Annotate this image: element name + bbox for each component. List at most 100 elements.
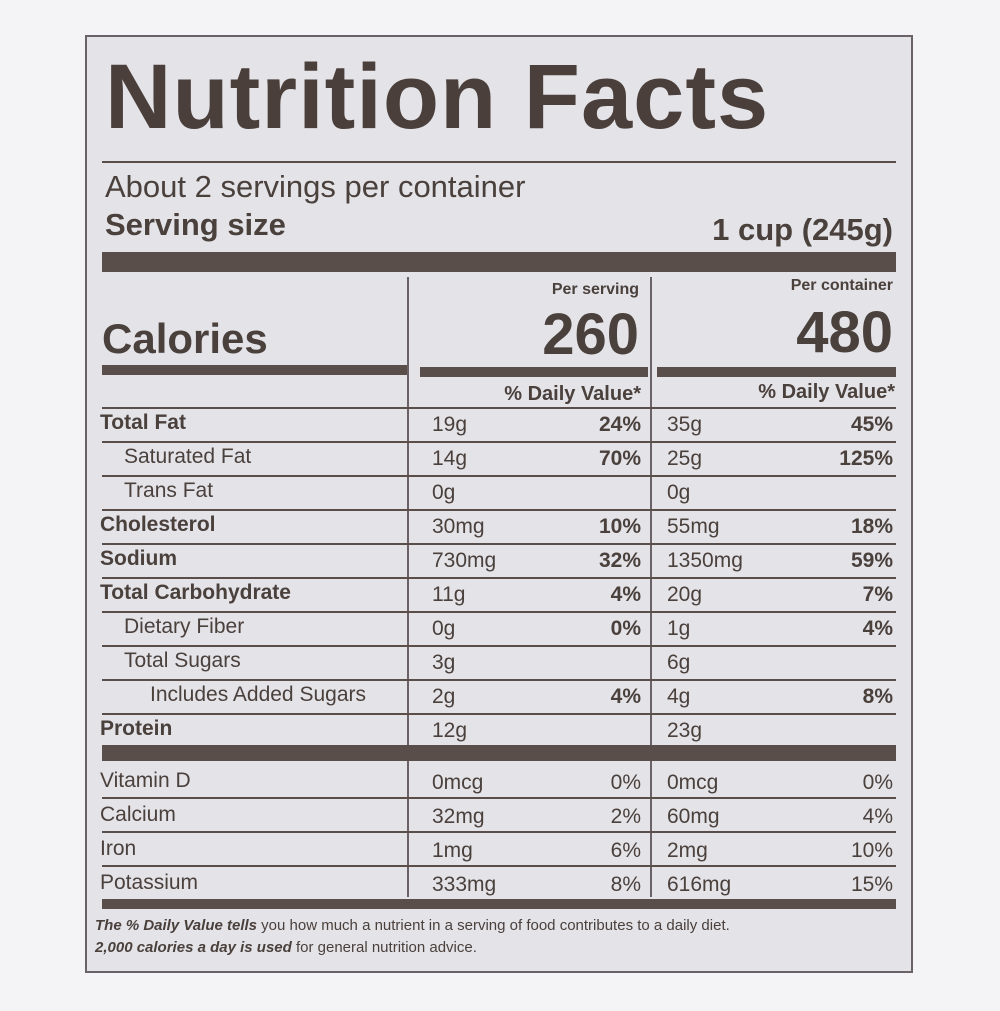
calories-per-serving: 260 (542, 302, 639, 367)
container-amount: 2mg (667, 839, 708, 862)
nutrient-name: Protein (100, 717, 173, 740)
row-divider (102, 679, 896, 681)
divider (102, 161, 896, 163)
container-amount: 25g (667, 447, 703, 470)
nutrient-name: Sodium (100, 547, 177, 570)
serving-amount: 730mg (432, 549, 497, 572)
container-dv: 45% (850, 413, 893, 436)
vitamin-row: Iron 1mg 6% 2mg 10% (87, 833, 911, 867)
serving-size-value: 1 cup (245g) (712, 212, 893, 247)
vitamin-name: Iron (100, 837, 137, 860)
row-divider (102, 611, 896, 613)
vitamin-name: Calcium (100, 803, 176, 826)
serving-amount: 1mg (432, 839, 473, 862)
dv-header-serving: % Daily Value* (504, 383, 641, 405)
serving-dv: 0% (610, 771, 641, 794)
per-container-header: Per container (790, 277, 893, 294)
container-amount: 6g (667, 651, 691, 674)
footnote-emphasis: The % Daily Value tells (95, 917, 258, 934)
thick-divider (102, 899, 896, 909)
serving-dv: 0% (610, 617, 641, 640)
container-amount: 60mg (667, 805, 720, 828)
footnote-text: you how much a nutrient in a serving of … (257, 917, 730, 934)
vitamin-row: Calcium 32mg 2% 60mg 4% (87, 799, 911, 833)
container-dv: 7% (862, 583, 893, 606)
nutrient-name: Saturated Fat (124, 445, 252, 468)
serving-amount: 333mg (432, 873, 497, 896)
row-divider (102, 509, 896, 511)
container-dv: 0% (862, 771, 893, 794)
container-amount: 55mg (667, 515, 720, 538)
serving-amount: 2g (432, 685, 456, 708)
nutrition-facts-label: Nutrition Facts About 2 servings per con… (85, 35, 913, 973)
calories-label: Calories (102, 315, 268, 362)
serving-dv: 4% (610, 685, 641, 708)
nutrient-name: Dietary Fiber (124, 615, 245, 638)
nutrient-name: Total Sugars (124, 649, 241, 672)
container-dv: 4% (862, 805, 893, 828)
row-divider (102, 543, 896, 545)
serving-dv: 10% (598, 515, 641, 538)
thick-divider (102, 745, 896, 761)
servings-per-container: About 2 servings per container (105, 169, 526, 204)
footnote-line-1: The % Daily Value tells you how much a n… (95, 917, 730, 934)
serving-size-label: Serving size (105, 207, 286, 242)
container-amount: 4g (667, 685, 691, 708)
container-dv: 10% (850, 839, 893, 862)
column-separator (407, 277, 409, 897)
nutrient-name: Total Fat (100, 411, 186, 434)
nutrient-row: Total Sugars 3g 6g (87, 645, 911, 679)
serving-dv: 4% (610, 583, 641, 606)
container-amount: 0mcg (667, 771, 719, 794)
serving-dv: 8% (610, 873, 641, 896)
serving-dv: 24% (598, 413, 641, 436)
container-amount: 23g (667, 719, 703, 742)
container-amount: 616mg (667, 873, 732, 896)
container-dv: 8% (862, 685, 893, 708)
row-divider (102, 645, 896, 647)
serving-amount: 30mg (432, 515, 485, 538)
vitamin-name: Vitamin D (100, 769, 191, 792)
row-divider (102, 713, 896, 715)
serving-amount: 0mcg (432, 771, 484, 794)
nutrient-row: Cholesterol 30mg 10% 55mg 18% (87, 509, 911, 543)
serving-amount: 3g (432, 651, 456, 674)
container-dv: 4% (862, 617, 893, 640)
thick-divider (102, 252, 896, 272)
row-divider (102, 797, 896, 799)
nutrient-name: Total Carbohydrate (100, 581, 291, 604)
container-amount: 35g (667, 413, 703, 436)
container-amount: 1350mg (667, 549, 743, 572)
nutrient-row: Trans Fat 0g 0g (87, 475, 911, 509)
nutrient-name: Cholesterol (100, 513, 216, 536)
serving-amount: 0g (432, 481, 456, 504)
row-divider (102, 441, 896, 443)
serving-amount: 0g (432, 617, 456, 640)
footnote-line-2: 2,000 calories a day is used for general… (95, 939, 477, 956)
serving-dv: 70% (598, 447, 641, 470)
footnote-text: for general nutrition advice. (291, 939, 477, 956)
vitamin-row: Vitamin D 0mcg 0% 0mcg 0% (87, 765, 911, 799)
nutrient-name: Includes Added Sugars (150, 683, 366, 706)
per-serving-header: Per serving (551, 281, 639, 298)
container-amount: 0g (667, 481, 691, 504)
thick-divider (420, 367, 648, 377)
serving-amount: 14g (432, 447, 468, 470)
nutrient-row: Saturated Fat 14g 70% 25g 125% (87, 441, 911, 475)
nutrient-row: Protein 12g 23g (87, 713, 911, 747)
serving-amount: 32mg (432, 805, 485, 828)
nutrient-row: Total Fat 19g 24% 35g 45% (87, 407, 911, 441)
container-dv: 18% (850, 515, 893, 538)
calories-per-container: 480 (796, 300, 893, 365)
nutrient-row: Dietary Fiber 0g 0% 1g 4% (87, 611, 911, 645)
container-dv: 15% (850, 873, 893, 896)
nutrient-row: Sodium 730mg 32% 1350mg 59% (87, 543, 911, 577)
column-separator (650, 277, 652, 897)
serving-amount: 11g (432, 583, 466, 606)
vitamin-name: Potassium (100, 871, 199, 894)
row-divider (102, 831, 896, 833)
vitamin-row: Potassium 333mg 8% 616mg 15% (87, 867, 911, 901)
thick-divider (102, 365, 407, 375)
nutrient-name: Trans Fat (124, 479, 214, 502)
serving-dv: 6% (610, 839, 641, 862)
